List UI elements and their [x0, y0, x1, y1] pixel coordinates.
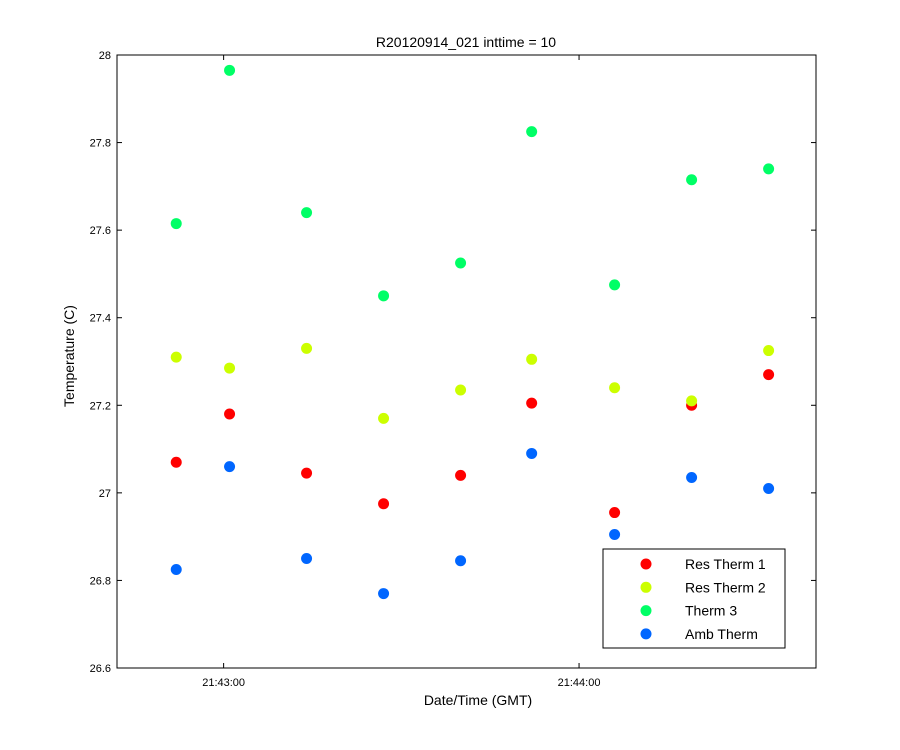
x-axis-label: Date/Time (GMT) — [424, 692, 532, 708]
legend-marker — [640, 605, 652, 617]
legend: Res Therm 1 Res Therm 2 Therm 3 Amb Therm — [602, 548, 786, 649]
y-tick-label: 26.8 — [90, 575, 111, 587]
point-series-1 — [526, 397, 538, 409]
point-series-1 — [378, 498, 390, 510]
legend-marker — [640, 581, 652, 593]
point-series-1 — [455, 469, 467, 481]
point-series-2 — [170, 351, 182, 363]
point-series-4 — [609, 528, 621, 540]
point-series-3 — [609, 279, 621, 291]
x-axis-ticks: 21:43:00 21:44:00 — [202, 55, 600, 689]
point-series-2 — [224, 362, 236, 374]
x-tick-label: 21:43:00 — [202, 677, 245, 689]
point-series-1 — [170, 456, 182, 468]
point-series-3 — [378, 290, 390, 302]
legend-marker — [640, 628, 652, 640]
legend-marker — [640, 558, 652, 570]
point-series-4 — [224, 461, 236, 473]
legend-box — [602, 548, 786, 649]
y-axis-label: Temperature (C) — [61, 305, 77, 407]
y-tick-label: 28 — [99, 50, 111, 62]
point-series-3 — [686, 174, 698, 186]
point-series-2 — [526, 353, 538, 365]
point-series-3 — [170, 218, 182, 230]
legend-label: Res Therm 1 — [685, 556, 766, 572]
point-series-4 — [301, 553, 313, 565]
y-axis-ticks: 26.6 26.8 27 27.2 27.4 27.6 27.8 28 — [90, 50, 816, 675]
point-series-3 — [526, 126, 538, 138]
point-series-2 — [763, 345, 775, 357]
legend-label: Therm 3 — [685, 603, 737, 619]
point-series-4 — [526, 447, 538, 459]
point-series-4 — [763, 482, 775, 494]
y-tick-label: 27.8 — [90, 138, 111, 150]
point-series-2 — [378, 412, 390, 424]
point-series-1 — [224, 408, 236, 420]
legend-label: Res Therm 2 — [685, 579, 766, 595]
y-tick-label: 27.4 — [90, 313, 111, 325]
data-points — [170, 64, 775, 600]
point-series-3 — [301, 207, 313, 219]
point-series-3 — [455, 257, 467, 269]
point-series-2 — [609, 382, 621, 394]
point-series-2 — [686, 395, 698, 407]
point-series-3 — [763, 163, 775, 175]
y-tick-label: 27.2 — [90, 400, 111, 412]
y-tick-label: 26.6 — [90, 663, 111, 675]
point-series-2 — [455, 384, 467, 396]
point-series-4 — [455, 555, 467, 567]
legend-label: Amb Therm — [685, 626, 758, 642]
point-series-3 — [224, 64, 236, 76]
point-series-4 — [170, 563, 182, 575]
point-series-4 — [686, 472, 698, 484]
point-series-1 — [609, 507, 621, 519]
x-tick-label: 21:44:00 — [558, 677, 601, 689]
point-series-4 — [378, 588, 390, 600]
y-tick-label: 27 — [99, 488, 111, 500]
point-series-1 — [301, 467, 313, 479]
y-tick-label: 27.6 — [90, 225, 111, 237]
point-series-2 — [301, 342, 313, 354]
point-series-1 — [763, 369, 775, 381]
chart-title: R20120914_021 inttime = 10 — [376, 34, 556, 50]
